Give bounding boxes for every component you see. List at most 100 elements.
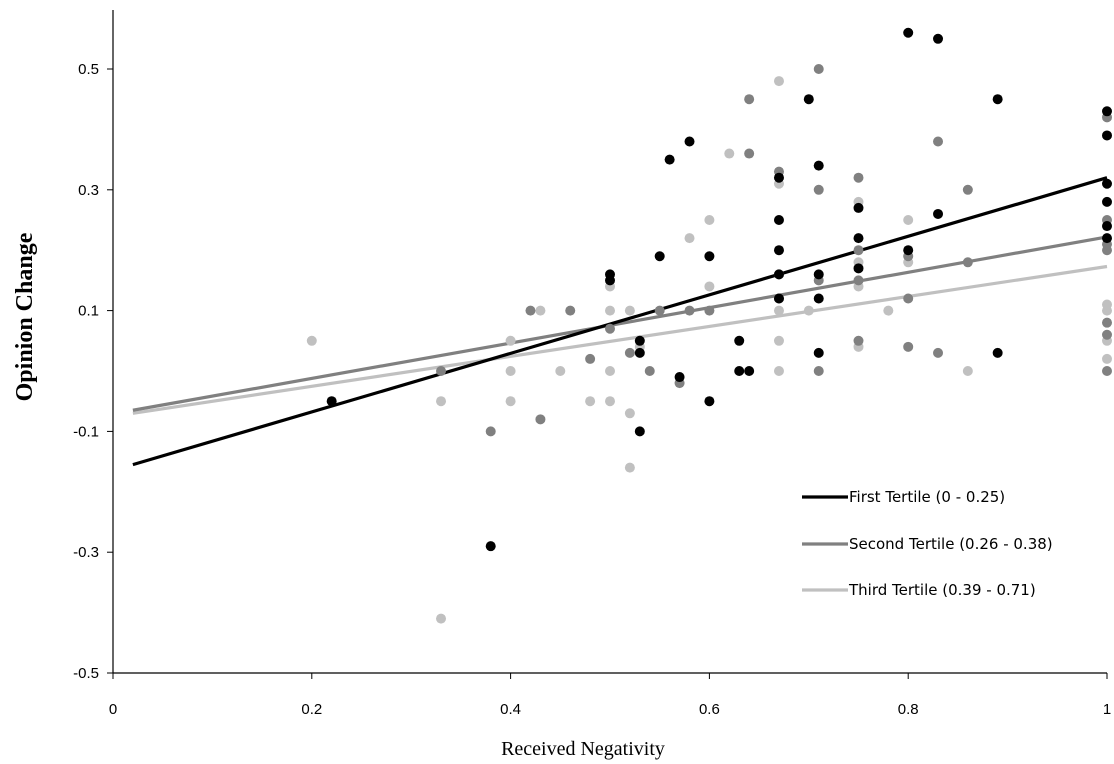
data-point-series-3 <box>505 335 516 346</box>
data-point-series-1 <box>933 208 944 219</box>
x-tick-label: 0.8 <box>898 701 919 718</box>
data-point-series-3 <box>1102 353 1112 364</box>
data-point-series-1 <box>1102 130 1112 141</box>
data-point-series-3 <box>624 462 635 473</box>
data-point-series-2 <box>813 184 824 195</box>
data-point-series-1 <box>704 251 715 262</box>
data-point-series-1 <box>684 136 695 147</box>
data-point-series-1 <box>933 33 944 44</box>
data-point-series-3 <box>903 215 914 225</box>
data-point-series-2 <box>1102 317 1112 328</box>
data-point-series-3 <box>773 366 784 376</box>
y-tick-label: 0.3 <box>78 182 99 199</box>
data-point-series-2 <box>624 347 635 358</box>
data-point-series-1 <box>853 263 864 274</box>
y-tick-label: 0.1 <box>78 303 99 320</box>
data-point-series-2 <box>485 426 496 437</box>
x-tick-label: 0.2 <box>301 701 322 718</box>
data-point-series-3 <box>555 366 566 376</box>
data-point-series-1 <box>903 27 914 38</box>
data-point-series-2 <box>933 347 944 358</box>
data-point-series-2 <box>704 305 715 316</box>
data-point-series-2 <box>684 305 695 316</box>
data-point-series-1 <box>634 347 645 358</box>
data-point-series-1 <box>773 245 784 256</box>
trendline-series-2 <box>132 235 1108 412</box>
data-point-series-2 <box>744 94 755 105</box>
data-point-series-2 <box>853 172 864 183</box>
data-point-series-1 <box>903 245 914 256</box>
legend-label-series-2: Second Tertile (0.26 - 0.38) <box>849 535 1053 553</box>
data-point-series-3 <box>704 281 715 292</box>
axes: -0.5 -0.3 -0.1 0.1 0.3 0.5 0 0.2 0.4 0.6 0.8 1 <box>73 10 1111 718</box>
data-point-series-2 <box>605 323 615 334</box>
y-tick-label: -0.5 <box>73 665 99 682</box>
data-point-series-3 <box>724 148 735 159</box>
data-point-series-3 <box>505 396 516 407</box>
data-point-series-2 <box>1102 366 1112 376</box>
data-point-series-1 <box>485 541 496 552</box>
data-point-series-2 <box>565 305 576 316</box>
data-point-series-3 <box>624 408 635 419</box>
data-point-series-2 <box>1102 329 1112 340</box>
data-point-series-1 <box>634 426 645 437</box>
data-point-series-2 <box>853 245 864 256</box>
data-point-series-1 <box>813 347 824 358</box>
data-point-series-3 <box>704 215 715 225</box>
data-point-series-2 <box>853 335 864 346</box>
data-point-series-1 <box>773 269 784 280</box>
data-point-series-3 <box>803 305 814 316</box>
data-point-series-1 <box>992 347 1003 358</box>
data-point-series-1 <box>813 269 824 280</box>
x-tick-label: 0 <box>109 701 117 718</box>
data-point-series-3 <box>962 366 973 376</box>
data-point-series-1 <box>744 366 755 376</box>
data-point-series-2 <box>585 353 596 364</box>
trendline-series-1 <box>132 176 1108 467</box>
data-point-series-2 <box>853 275 864 286</box>
data-point-series-2 <box>962 184 973 195</box>
data-point-series-3 <box>883 305 894 316</box>
data-point-series-3 <box>624 305 635 316</box>
trendline-series-3 <box>132 264 1108 415</box>
data-point-series-1 <box>813 160 824 171</box>
data-point-series-1 <box>1102 196 1112 207</box>
data-point-series-1 <box>326 396 337 407</box>
data-point-series-2 <box>644 366 655 376</box>
y-tick-label: -0.3 <box>73 544 99 561</box>
data-point-series-2 <box>535 414 546 425</box>
data-point-series-1 <box>704 396 715 407</box>
data-point-series-1 <box>1102 178 1112 189</box>
data-point-series-1 <box>674 372 685 383</box>
data-point-series-2 <box>525 305 536 316</box>
data-point-series-3 <box>605 305 615 316</box>
data-point-series-2 <box>813 366 824 376</box>
data-point-series-2 <box>1102 245 1112 256</box>
data-point-series-3 <box>605 396 615 407</box>
data-point-series-2 <box>744 148 755 159</box>
data-point-series-3 <box>684 233 695 244</box>
data-point-series-3 <box>773 335 784 346</box>
legend-label-series-1: First Tertile (0 - 0.25) <box>849 488 1005 506</box>
x-tick-label: 1 <box>1103 701 1111 718</box>
data-point-series-3 <box>605 366 615 376</box>
data-point-series-1 <box>853 202 864 213</box>
y-axis-title: Opinion Change <box>12 232 38 401</box>
y-tick-label: 0.5 <box>78 61 99 78</box>
legend: First Tertile (0 - 0.25) Second Tertile (… <box>802 488 1053 599</box>
x-tick-label: 0.4 <box>500 701 521 718</box>
data-point-series-1 <box>1102 233 1112 244</box>
legend-label-series-3: Third Tertile (0.39 - 0.71) <box>848 581 1036 599</box>
data-point-series-1 <box>853 233 864 244</box>
data-point-series-3 <box>505 366 516 376</box>
data-point-series-3 <box>585 396 596 407</box>
data-point-series-1 <box>773 215 784 225</box>
data-point-series-1 <box>1102 106 1112 117</box>
data-points <box>306 27 1112 624</box>
data-point-series-1 <box>773 293 784 304</box>
data-point-series-3 <box>1102 305 1112 316</box>
data-point-series-2 <box>933 136 944 147</box>
data-point-series-3 <box>436 613 447 624</box>
data-point-series-1 <box>813 293 824 304</box>
